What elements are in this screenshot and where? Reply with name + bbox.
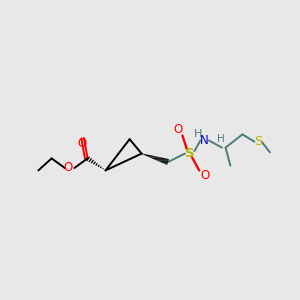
Text: S: S (185, 147, 194, 160)
Text: N: N (200, 134, 208, 147)
Text: O: O (77, 137, 86, 151)
Text: H: H (217, 134, 225, 144)
Text: O: O (64, 161, 73, 175)
Text: O: O (173, 123, 182, 136)
Text: O: O (201, 169, 210, 182)
Text: H: H (194, 129, 202, 140)
Text: S: S (254, 135, 262, 148)
